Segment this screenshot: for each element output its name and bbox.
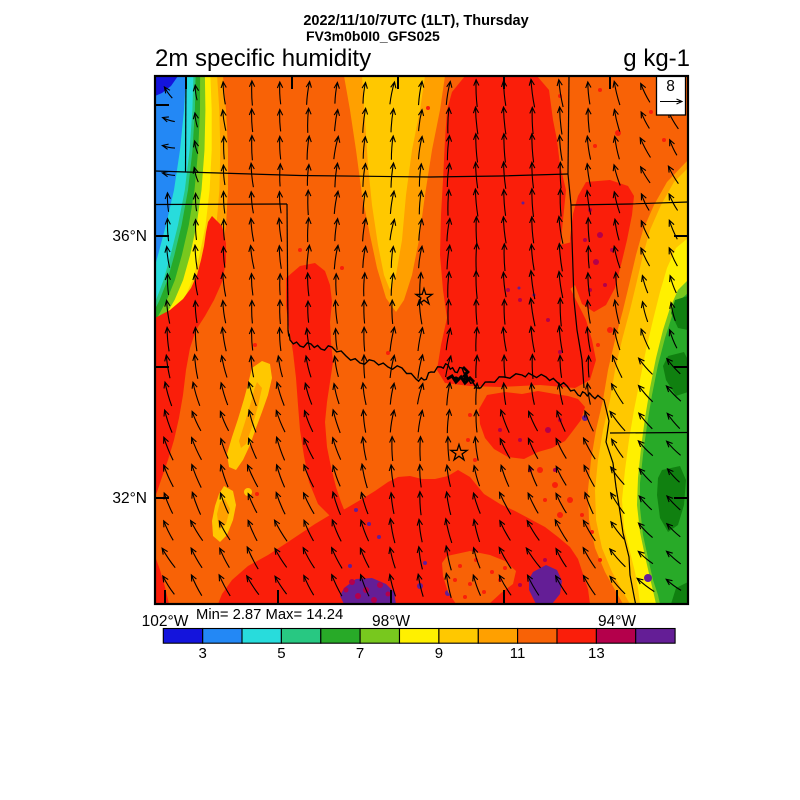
svg-text:2m specific humidity: 2m specific humidity (155, 45, 371, 72)
svg-text:32°N: 32°N (112, 490, 147, 507)
svg-text:98°W: 98°W (372, 613, 410, 630)
svg-text:5: 5 (277, 645, 285, 662)
svg-text:36°N: 36°N (112, 228, 147, 245)
svg-text:9: 9 (435, 645, 443, 662)
svg-text:Min= 2.87 Max= 14.24: Min= 2.87 Max= 14.24 (196, 607, 343, 623)
svg-text:g kg-1: g kg-1 (623, 45, 690, 72)
svg-text:102°W: 102°W (142, 613, 189, 630)
svg-text:3: 3 (199, 645, 207, 662)
svg-text:8: 8 (666, 78, 675, 95)
svg-text:2022/11/10/7UTC (1LT), Thursda: 2022/11/10/7UTC (1LT), Thursday (303, 13, 528, 29)
svg-text:FV3m0b0I0_GFS025: FV3m0b0I0_GFS025 (306, 28, 440, 44)
svg-text:13: 13 (588, 645, 605, 662)
svg-text:94°W: 94°W (598, 613, 636, 630)
svg-text:7: 7 (356, 645, 364, 662)
svg-text:11: 11 (510, 645, 526, 662)
